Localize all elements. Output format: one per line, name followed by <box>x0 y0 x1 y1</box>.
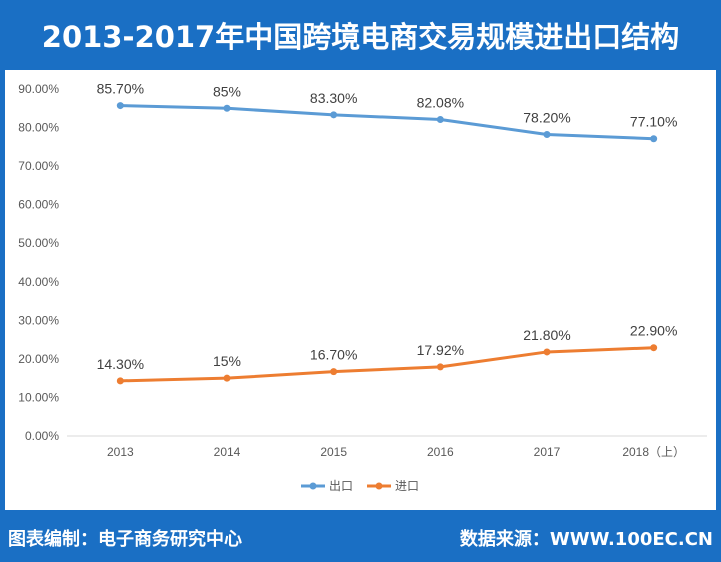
data-point <box>650 344 658 352</box>
title-bar: 2013-2017年中国跨境电商交易规模进出口结构 <box>0 0 721 70</box>
data-point <box>223 104 231 112</box>
data-point <box>436 116 444 124</box>
data-point <box>330 111 338 119</box>
data-point <box>436 363 444 371</box>
data-label: 22.90% <box>630 323 677 339</box>
y-tick-label: 50.00% <box>18 236 59 250</box>
series-line-import <box>120 346 654 383</box>
data-point <box>330 368 338 376</box>
legend-marker <box>309 482 317 490</box>
x-tick-label: 2018（上） <box>622 445 685 459</box>
data-label: 85% <box>213 83 241 99</box>
series-line-export <box>120 104 654 141</box>
data-point <box>116 102 124 110</box>
legend-marker <box>375 482 383 490</box>
data-label: 83.30% <box>310 90 357 106</box>
data-label: 16.70% <box>310 347 357 363</box>
footer: 图表编制：电子商务研究中心 数据来源：WWW.100EC.CN <box>0 512 721 562</box>
data-point <box>543 348 551 356</box>
data-label: 15% <box>213 353 241 369</box>
data-label: 82.08% <box>417 95 464 111</box>
data-point <box>116 377 124 385</box>
legend-label: 出口 <box>329 479 353 493</box>
x-tick-label: 2015 <box>320 445 347 459</box>
data-label: 17.92% <box>417 342 464 358</box>
data-label: 85.70% <box>97 81 144 97</box>
x-tick-label: 2016 <box>427 445 454 459</box>
y-tick-label: 90.00% <box>18 82 59 96</box>
x-tick-label: 2014 <box>214 445 241 459</box>
footer-credit: 图表编制：电子商务研究中心 <box>8 529 242 550</box>
y-tick-label: 0.00% <box>25 429 59 443</box>
data-label: 21.80% <box>523 327 570 343</box>
x-tick-label: 2013 <box>107 445 134 459</box>
page-title: 2013-2017年中国跨境电商交易规模进出口结构 <box>41 20 680 54</box>
y-tick-label: 10.00% <box>18 390 59 404</box>
data-point <box>543 130 551 138</box>
legend-label: 进口 <box>395 479 419 493</box>
y-tick-label: 20.00% <box>18 352 59 366</box>
y-tick-label: 70.00% <box>18 159 59 173</box>
chart-area: 0.00% 10.00% 20.00% 30.00% 40.00% 50.00% 60.00… <box>5 70 716 510</box>
line-chart: 0.00% 10.00% 20.00% 30.00% 40.00% 50.00% 60.00… <box>18 81 707 493</box>
footer-source: 数据来源：WWW.100EC.CN <box>459 529 713 550</box>
x-tick-label: 2017 <box>534 445 561 459</box>
y-tick-label: 30.00% <box>18 313 59 327</box>
data-label: 77.10% <box>630 114 677 130</box>
data-label: 14.30% <box>97 356 144 372</box>
data-label: 78.20% <box>523 109 570 125</box>
y-tick-label: 80.00% <box>18 121 59 135</box>
y-tick-label: 40.00% <box>18 275 59 289</box>
data-point <box>650 135 658 143</box>
data-point <box>223 374 231 382</box>
y-tick-label: 60.00% <box>18 198 59 212</box>
